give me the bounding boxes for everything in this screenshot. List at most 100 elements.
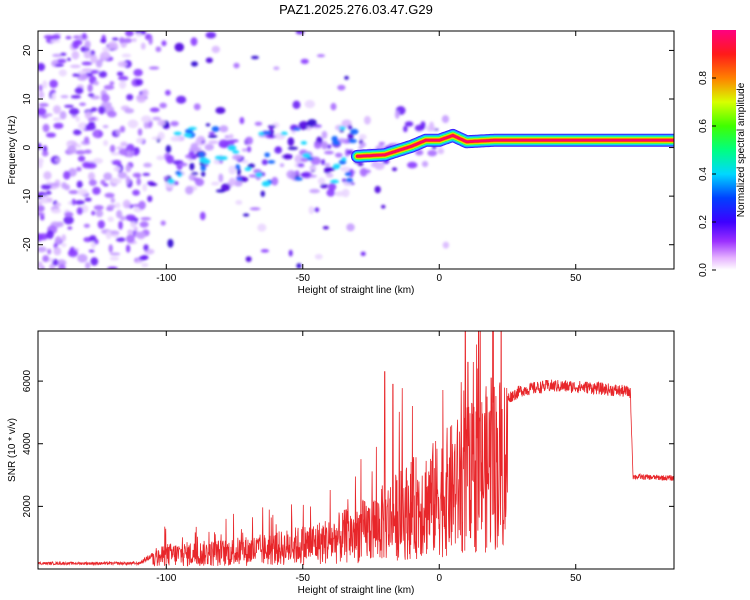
spectrogram-blob [67, 226, 73, 230]
spectrogram-blob [136, 94, 147, 103]
spectrogram-blob [208, 131, 215, 135]
spectrogram-blob [50, 89, 56, 95]
spectrogram-blob [152, 116, 161, 121]
spectrogram-blob [118, 75, 129, 81]
spectrogram-blob [107, 110, 117, 118]
spectrogram-blob [135, 32, 142, 37]
spectrogram-blob [296, 263, 302, 269]
spectrogram-blob [38, 204, 45, 213]
spectrogram-blob [42, 255, 50, 263]
spectrogram-hotspot [292, 127, 301, 131]
spectrogram-blob [167, 238, 174, 248]
spectrogram-blob [83, 136, 90, 144]
snr-xtick-label: -100 [156, 573, 176, 584]
spectrogram-blob [46, 230, 54, 239]
spectrogram-blob [42, 80, 48, 89]
spectrogram-blob [300, 172, 311, 178]
spectrogram-blob [103, 140, 109, 146]
spectrogram-blob [71, 198, 76, 206]
spectrogram-blob [45, 190, 52, 195]
spectrogram-blob [178, 162, 188, 167]
spectrogram-blob [378, 141, 386, 146]
spectrogram-hotspot [173, 131, 182, 136]
spectrogram-blob [84, 111, 93, 120]
spectrogram-blob [58, 263, 66, 269]
spectrogram-blob [75, 150, 86, 155]
spectrogram-blob [242, 213, 250, 217]
spectrogram-blob [429, 121, 435, 131]
spectrogram-blob [142, 172, 151, 177]
spectrogram-blob [38, 200, 42, 206]
spectrogram-blob [138, 200, 146, 210]
spectrogram-blob [357, 161, 364, 167]
spectrogram-hotspot [348, 138, 357, 144]
spectrogram-hotspot [211, 126, 220, 133]
spectrogram-blob [38, 160, 43, 169]
spectrogram-hotspot [261, 181, 271, 187]
figure-title: PAZ1.2025.276.03.47.G29 [279, 2, 433, 17]
spectrogram-blob [77, 155, 86, 162]
spectrogram-blob [274, 146, 283, 154]
spectrogram-blob [125, 175, 131, 185]
spectrogram-blob [335, 152, 343, 158]
spectrogram-blob [192, 147, 202, 151]
spectrogram-blob [136, 137, 144, 144]
spectrogram-blob [204, 143, 214, 151]
spectrogram-blob [245, 256, 252, 263]
spectrogram-blob [326, 189, 335, 197]
spectrogram-blob [137, 128, 143, 136]
spectrogram-blob [90, 257, 99, 266]
spectrogram-blob [90, 107, 98, 112]
spectrogram-hotspot [330, 179, 339, 184]
spectrogram-blob [109, 144, 116, 153]
spectrogram-blob [79, 102, 87, 107]
spectrogram-blob [88, 172, 96, 181]
spectrogram-blob [107, 41, 118, 50]
spectrogram-blob [71, 50, 80, 60]
spectrogram-blob [111, 37, 119, 41]
spectrogram-blob [321, 130, 328, 139]
snr-ylabel: SNR (10 * v/v) [7, 418, 18, 482]
spectrogram-blob [188, 151, 195, 157]
spectrogram-blob [72, 73, 81, 77]
spectrogram-blob [142, 183, 148, 192]
spectrogram-blob [407, 161, 418, 169]
spectrogram-blob [294, 154, 304, 164]
spectrogram-ytick-label: 20 [22, 44, 33, 56]
spectrogram-blob [100, 39, 107, 43]
spectrogram-blob [60, 95, 69, 99]
spectrogram-blob [157, 119, 166, 127]
spectrogram-blob [84, 40, 91, 49]
spectrogram-blob [43, 34, 54, 39]
spectrogram-blob [85, 123, 96, 131]
spectrogram-blob [125, 234, 135, 243]
spectrogram-blob [135, 259, 143, 264]
spectrogram-blob [116, 146, 123, 150]
spectrogram-blob [109, 256, 120, 261]
spectrogram-blob [199, 211, 206, 221]
spectrogram-blob [55, 202, 61, 207]
spectrogram-blob [107, 204, 117, 209]
spectrogram-frame [37, 30, 675, 270]
spectrogram-blob [74, 87, 84, 95]
spectrogram-blob [51, 92, 57, 101]
spectrogram-blob [374, 185, 381, 194]
spectrogram-blob [442, 241, 450, 249]
spectrogram-hotspot [175, 170, 182, 175]
spectrogram-blob [245, 136, 254, 145]
spectrogram-xtick-label: -50 [296, 273, 311, 284]
spectrogram-xtick-label: -100 [156, 273, 176, 284]
spectrogram-blob [124, 108, 135, 114]
snr-ytick-label: 6000 [22, 370, 33, 393]
spectrogram-blob [76, 206, 83, 215]
spectrogram-blob [242, 159, 249, 164]
spectrogram-blob [119, 216, 126, 221]
spectrogram-blob [228, 177, 237, 186]
spectrogram-blob [52, 34, 61, 40]
spectrogram-blob [38, 62, 46, 72]
spectrogram-blob [314, 254, 323, 260]
spectrogram-blob [140, 217, 152, 221]
spectrogram-blob [126, 150, 132, 157]
spectrogram-blob [220, 183, 231, 192]
spectrogram-blob [113, 166, 121, 172]
